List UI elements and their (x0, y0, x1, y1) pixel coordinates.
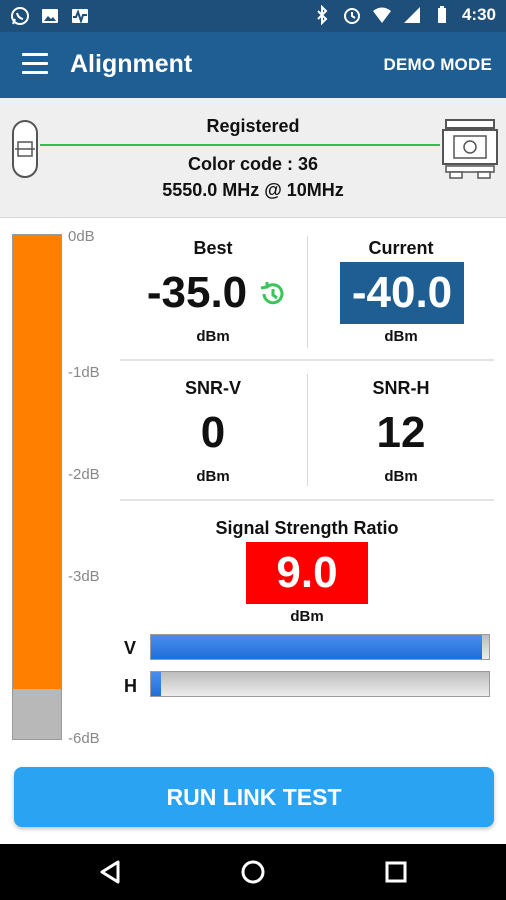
snr-h-label: SNR-H (372, 378, 430, 398)
activity-icon (72, 9, 88, 25)
snr-v-label: SNR-V (184, 378, 241, 398)
history-icon[interactable] (258, 279, 288, 309)
meter-tick: -1dB (68, 364, 100, 381)
signal-level-meter (12, 234, 62, 740)
snr-v-value: 0 (200, 408, 226, 457)
page-title: Alignment (70, 50, 193, 78)
divider (120, 499, 494, 501)
v-signal-bar (150, 634, 490, 660)
status-bar: 4:30 (0, 0, 506, 32)
status-bar-left (10, 6, 90, 26)
h-bar-label: H (124, 676, 137, 696)
snr-v-unit: dBm (196, 468, 230, 485)
image-icon (42, 9, 58, 23)
divider (307, 236, 308, 348)
status-bar-right: 4:30 (312, 5, 496, 25)
status-time: 4:30 (461, 5, 496, 24)
current-unit: dBm (384, 328, 418, 345)
whatsapp-icon (11, 7, 29, 25)
best-value: -35.0 (146, 268, 248, 317)
link-status: Registered (206, 116, 300, 136)
ssr-value: 9.0 (246, 542, 368, 604)
divider (120, 359, 494, 361)
snr-h-unit: dBm (384, 468, 418, 485)
alarm-icon (343, 8, 360, 24)
battery-icon (437, 6, 446, 23)
divider (307, 374, 308, 486)
app-bar: Alignment DEMO MODE (0, 32, 506, 98)
snr-h-value: 12 (376, 408, 426, 457)
local-radio-icon (12, 120, 38, 178)
h-signal-fill (151, 672, 162, 696)
wifi-icon (372, 7, 391, 23)
home-icon[interactable] (238, 858, 268, 886)
current-label: Current (368, 238, 434, 258)
recents-icon[interactable] (381, 858, 411, 886)
best-unit: dBm (196, 328, 230, 345)
bluetooth-icon (317, 5, 328, 25)
menu-icon[interactable] (22, 53, 48, 75)
ssr-unit: dBm (290, 608, 324, 625)
meter-tick: -6dB (68, 730, 100, 747)
link-status-panel: Registered Color code : 36 5550.0 MHz @ … (0, 98, 506, 218)
link-line (40, 144, 440, 146)
back-icon[interactable] (96, 858, 126, 886)
current-value: -40.0 (340, 262, 464, 324)
signal-level-fill (13, 235, 61, 689)
v-signal-fill (151, 635, 483, 659)
best-label: Best (193, 238, 233, 258)
v-bar-label: V (124, 638, 137, 658)
h-signal-bar (150, 671, 490, 697)
meter-tick: -2dB (68, 466, 100, 483)
meter-tick: 0dB (68, 228, 95, 245)
demo-mode-button[interactable]: DEMO MODE (383, 55, 492, 74)
meter-tick: -3dB (68, 568, 100, 585)
ssr-label: Signal Strength Ratio (215, 518, 399, 538)
color-code: Color code : 36 (187, 154, 319, 174)
navigation-bar (0, 844, 506, 900)
remote-radio-icon (442, 119, 498, 179)
run-link-test-button[interactable]: RUN LINK TEST (14, 767, 494, 827)
signal-icon (403, 7, 420, 23)
frequency: 5550.0 MHz @ 10MHz (162, 180, 344, 200)
